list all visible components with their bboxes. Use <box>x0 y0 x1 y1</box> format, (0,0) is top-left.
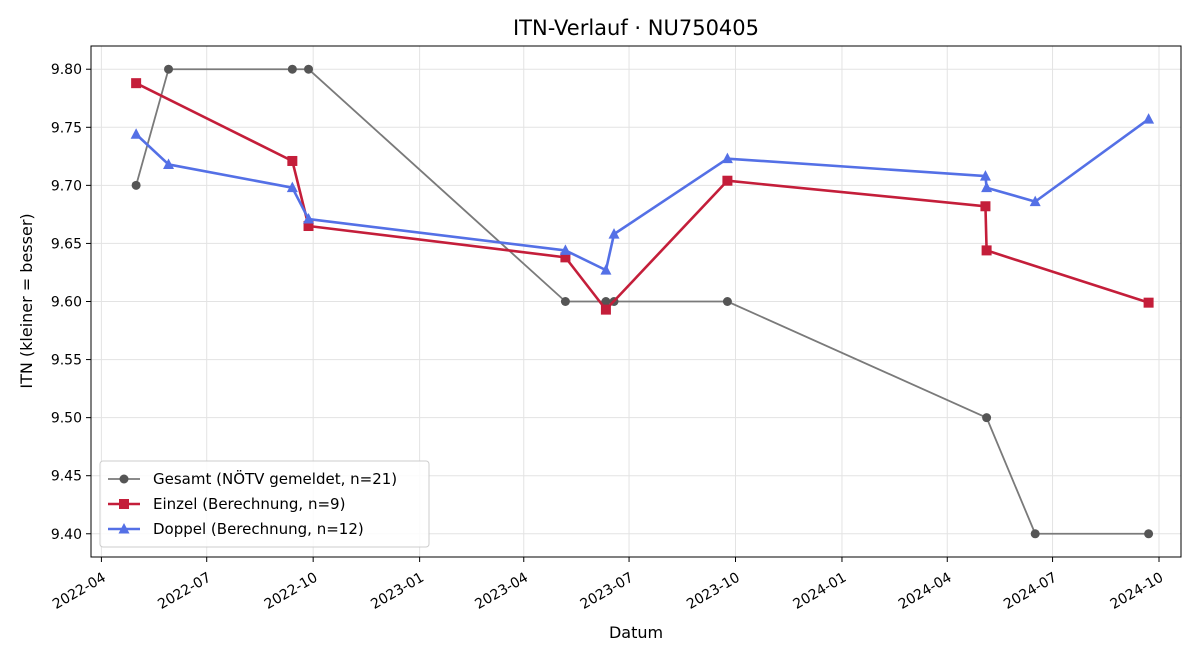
data-point-doppel <box>1029 195 1041 207</box>
y-tick-label: 9.50 <box>51 411 82 427</box>
data-point-einzel <box>600 304 611 315</box>
data-point-einzel <box>131 78 142 89</box>
y-tick-label: 9.80 <box>51 62 82 78</box>
chart-title: ITN-Verlauf · NU750405 <box>513 16 759 40</box>
legend-item-doppel: Doppel (Berechnung, n=12) <box>108 520 364 538</box>
data-point-einzel <box>980 201 991 212</box>
legend-box <box>99 460 430 548</box>
data-point-gesamt <box>601 297 611 306</box>
y-tick-label: 9.70 <box>51 178 82 194</box>
data-point-doppel <box>303 213 315 224</box>
legend-label: Doppel (Berechnung, n=12) <box>153 520 364 538</box>
data-point-gesamt <box>1030 529 1040 539</box>
data-point-einzel <box>303 221 314 232</box>
y-tick-label: 9.40 <box>51 527 82 543</box>
legend-label: Einzel (Berechnung, n=9) <box>153 495 345 513</box>
legend-item-einzel: Einzel (Berechnung, n=9) <box>108 495 345 513</box>
y-tick-label: 9.55 <box>51 353 82 369</box>
data-point-doppel <box>286 181 298 193</box>
data-point-doppel <box>130 128 142 139</box>
y-tick-label: 9.60 <box>51 295 82 311</box>
data-point-gesamt <box>287 64 297 74</box>
data-point-einzel <box>560 252 571 263</box>
y-tick-label: 9.75 <box>51 120 82 136</box>
data-point-gesamt <box>982 413 992 423</box>
series-doppel <box>130 113 1155 275</box>
legend: Gesamt (NÖTV gemeldet, n=21) Einzel (Bere… <box>99 460 430 548</box>
y-tick-label: 9.65 <box>51 236 82 252</box>
y-tick-label: 9.45 <box>51 469 82 485</box>
data-point-einzel <box>287 155 298 166</box>
data-point-doppel <box>608 228 620 239</box>
data-point-doppel <box>600 264 612 275</box>
data-point-doppel <box>979 170 991 181</box>
data-point-gesamt <box>722 297 732 306</box>
data-point-gesamt <box>560 297 570 306</box>
data-point-gesamt <box>164 64 174 74</box>
data-point-doppel <box>559 244 571 255</box>
legend-marker <box>118 523 130 534</box>
x-axis-label: Datum <box>609 623 663 642</box>
legend-marker <box>119 499 129 509</box>
data-point-gesamt <box>1144 529 1154 539</box>
data-point-doppel <box>1143 113 1155 124</box>
legend-label: Gesamt (NÖTV gemeldet, n=21) <box>153 469 397 488</box>
y-axis-label: ITN (kleiner = besser) <box>17 213 36 388</box>
data-point-einzel <box>981 245 992 256</box>
legend-item-gesamt: Gesamt (NÖTV gemeldet, n=21) <box>108 469 397 488</box>
series-einzel <box>131 78 1154 315</box>
series-gesamt <box>131 64 1154 539</box>
data-point-einzel <box>722 175 733 186</box>
data-point-doppel <box>163 158 175 169</box>
data-point-doppel <box>721 152 733 164</box>
data-point-doppel <box>981 181 993 193</box>
data-point-gesamt <box>131 180 141 190</box>
data-point-gesamt <box>304 64 314 74</box>
data-point-einzel <box>1143 297 1154 308</box>
series-layer <box>130 64 1155 539</box>
series-line-doppel <box>135 118 1150 272</box>
legend-marker <box>119 474 129 484</box>
